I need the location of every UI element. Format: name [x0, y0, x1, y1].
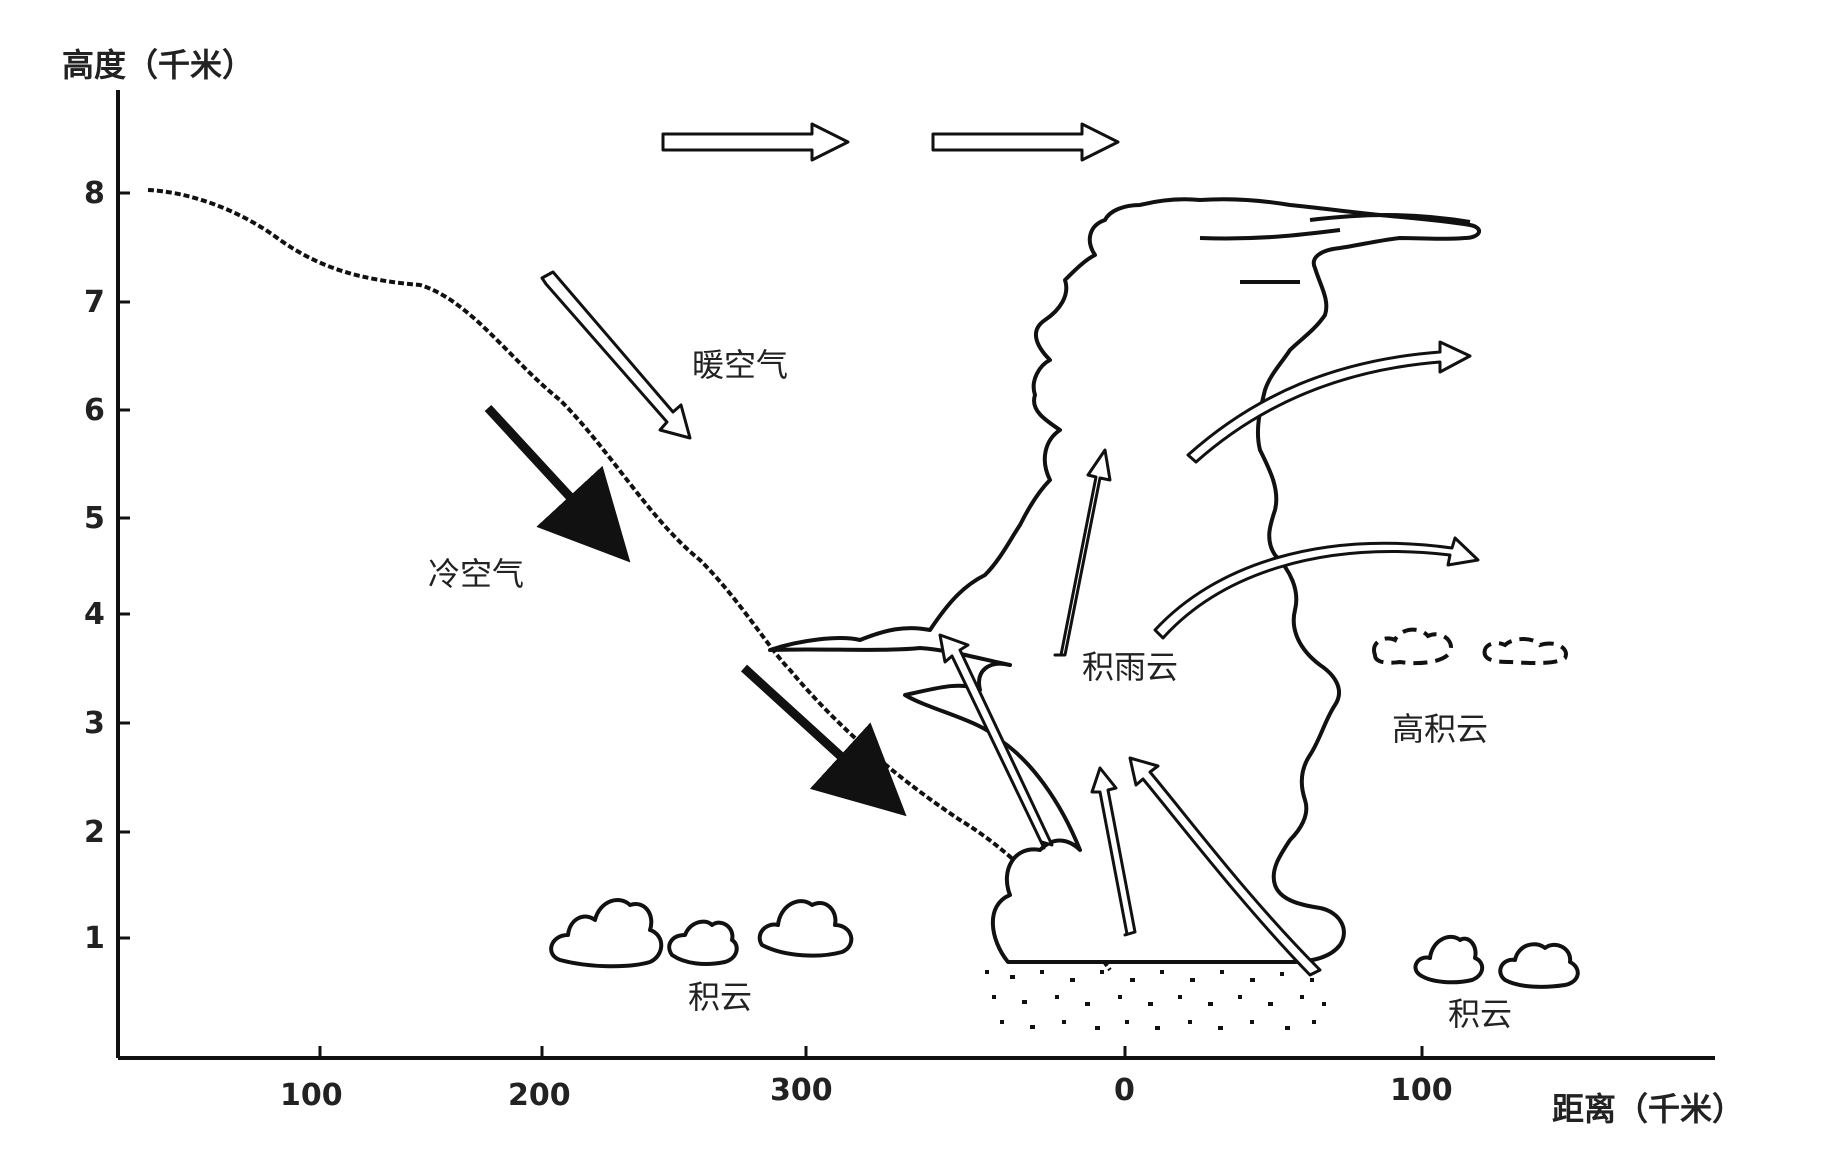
y-tick-label: 8 — [84, 176, 105, 211]
altocumulus-label: 高积云 — [1392, 710, 1488, 748]
cumulus-cloud — [1498, 942, 1580, 989]
updraft-arrow — [1153, 536, 1480, 640]
updraft-arrows — [938, 340, 1480, 977]
updraft-arrow — [1128, 756, 1322, 977]
x-tick-label: 200 — [508, 1078, 571, 1113]
cumulus-cloud — [667, 919, 739, 966]
updraft-arrow — [1090, 766, 1137, 937]
x-tick-label: 100 — [1390, 1073, 1453, 1108]
altocumulus-clouds — [1372, 627, 1568, 666]
updraft-arrow — [1053, 448, 1112, 657]
y-tick-labels: 1 2 3 4 5 6 7 8 — [84, 176, 105, 956]
altocumulus-cloud — [1372, 627, 1453, 666]
cumulus-clouds-right — [1413, 934, 1580, 989]
upper-wind-arrow — [931, 122, 1120, 162]
cumulus-cloud — [1413, 934, 1485, 985]
cumulus-cloud — [549, 898, 664, 969]
y-tick-label: 1 — [84, 921, 105, 956]
x-tick-labels: 100 200 300 0 100 — [280, 1073, 1453, 1113]
cold-air-arrow — [740, 664, 907, 817]
cumulonimbus-label: 积雨云 — [1082, 648, 1178, 686]
anvil-streaks — [1199, 213, 1471, 284]
altocumulus-cloud — [1482, 637, 1568, 666]
updraft-arrow — [938, 633, 1054, 850]
x-tick-label: 300 — [770, 1073, 833, 1108]
upper-wind-arrows — [661, 122, 1120, 162]
frontal-surface-line — [147, 188, 1112, 972]
y-tick-label: 3 — [84, 706, 105, 741]
cold-air-arrow — [484, 404, 631, 563]
rain-stipple — [985, 970, 1326, 1030]
x-axis-title: 距离（千米） — [1552, 1090, 1744, 1128]
axes — [116, 90, 1715, 1060]
y-tick-label: 5 — [84, 501, 105, 536]
cumulus-clouds-left — [549, 898, 854, 969]
updraft-arrow — [1186, 340, 1472, 464]
y-axis-title: 高度（千米） — [62, 46, 254, 84]
y-tick-label: 7 — [84, 285, 105, 320]
cumulus-left-label: 积云 — [688, 978, 752, 1016]
y-tick-label: 2 — [84, 815, 105, 850]
cumulonimbus-cloud — [768, 197, 1481, 964]
x-tick-label: 0 — [1114, 1073, 1135, 1108]
y-tick-label: 4 — [84, 597, 105, 632]
y-tick-label: 6 — [84, 393, 105, 428]
warm-air-arrow — [540, 270, 692, 440]
cumulus-cloud — [757, 899, 854, 958]
x-tick-label: 100 — [280, 1078, 343, 1113]
cold-air-arrows — [484, 404, 907, 817]
upper-wind-arrow — [661, 122, 850, 162]
warm-air-label: 暖空气 — [692, 346, 788, 384]
cumulus-right-label: 积云 — [1448, 995, 1512, 1033]
cold-air-label: 冷空气 — [428, 555, 524, 593]
